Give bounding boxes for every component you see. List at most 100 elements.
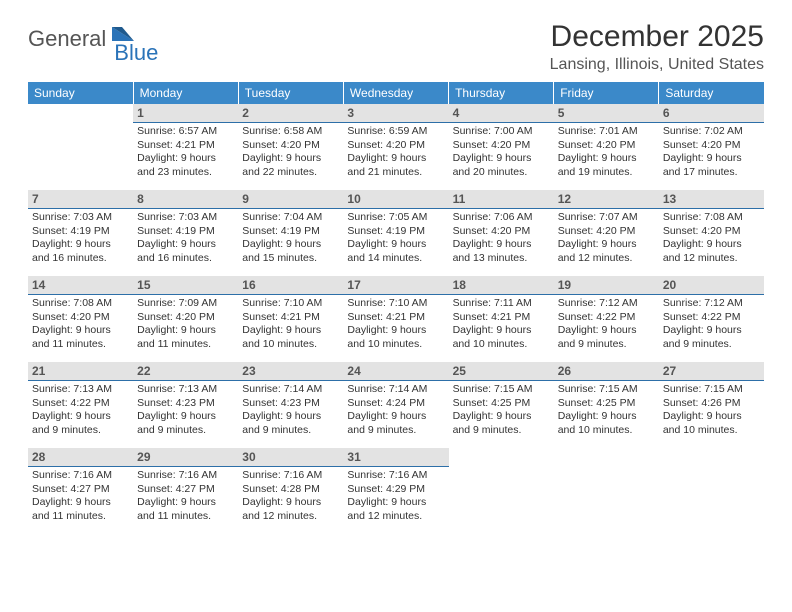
- calendar-cell: 17Sunrise: 7:10 AMSunset: 4:21 PMDayligh…: [343, 276, 448, 362]
- day-details: Sunrise: 7:03 AMSunset: 4:19 PMDaylight:…: [32, 211, 129, 266]
- day-details: Sunrise: 6:57 AMSunset: 4:21 PMDaylight:…: [137, 125, 234, 180]
- day-number: 16: [238, 276, 343, 295]
- day-number: 4: [449, 104, 554, 123]
- calendar-cell: 5 Sunrise: 7:01 AMSunset: 4:20 PMDaylight…: [554, 104, 659, 190]
- day-details: Sunrise: 7:13 AMSunset: 4:22 PMDaylight:…: [32, 383, 129, 438]
- calendar-week-row: 28Sunrise: 7:16 AMSunset: 4:27 PMDayligh…: [28, 448, 764, 534]
- day-number: 13: [659, 190, 764, 209]
- day-header: Saturday: [659, 82, 764, 104]
- day-number: 11: [449, 190, 554, 209]
- day-details: Sunrise: 7:04 AMSunset: 4:19 PMDaylight:…: [242, 211, 339, 266]
- day-number: 14: [28, 276, 133, 295]
- calendar-cell: 3 Sunrise: 6:59 AMSunset: 4:20 PMDaylight…: [343, 104, 448, 190]
- day-details: Sunrise: 7:16 AMSunset: 4:29 PMDaylight:…: [347, 469, 444, 524]
- calendar-week-row: 21 Sunrise: 7:13 AMSunset: 4:22 PMDayligh…: [28, 362, 764, 448]
- calendar-cell: [28, 104, 133, 190]
- calendar-cell: 14 Sunrise: 7:08 AMSunset: 4:20 PMDayligh…: [28, 276, 133, 362]
- calendar-cell: 8 Sunrise: 7:03 AMSunset: 4:19 PMDaylight…: [133, 190, 238, 276]
- day-details: Sunrise: 7:02 AMSunset: 4:20 PMDaylight:…: [663, 125, 760, 180]
- calendar-cell: 27 Sunrise: 7:15 AMSunset: 4:26 PMDayligh…: [659, 362, 764, 448]
- calendar-cell: [554, 448, 659, 534]
- calendar-cell: 31 Sunrise: 7:16 AMSunset: 4:29 PMDayligh…: [343, 448, 448, 534]
- day-details: Sunrise: 7:13 AMSunset: 4:23 PMDaylight:…: [137, 383, 234, 438]
- day-number: 27: [659, 362, 764, 381]
- calendar-cell: 28 Sunrise: 7:16 AMSunset: 4:27 PMDayligh…: [28, 448, 133, 534]
- day-details: Sunrise: 7:16 AMSunset: 4:27 PMDaylight:…: [137, 469, 234, 524]
- calendar-cell: [449, 448, 554, 534]
- calendar-cell: 23 Sunrise: 7:14 AMSunset: 4:23 PMDayligh…: [238, 362, 343, 448]
- day-number: 26: [554, 362, 659, 381]
- day-details: Sunrise: 7:10 AMSunset: 4:21 PMDaylight:…: [347, 297, 444, 352]
- day-details: Sunrise: 7:08 AMSunset: 4:20 PMDaylight:…: [663, 211, 760, 266]
- day-details: Sunrise: 7:10 AMSunset: 4:21 PMDaylight:…: [242, 297, 339, 352]
- day-number: 19: [554, 276, 659, 295]
- calendar-cell: 19 Sunrise: 7:12 AMSunset: 4:22 PMDayligh…: [554, 276, 659, 362]
- calendar-week-row: 1Sunrise: 6:57 AMSunset: 4:21 PMDaylight…: [28, 104, 764, 190]
- logo-text-general: General: [28, 26, 106, 52]
- calendar-cell: 24 Sunrise: 7:14 AMSunset: 4:24 PMDayligh…: [343, 362, 448, 448]
- day-details: Sunrise: 7:07 AMSunset: 4:20 PMDaylight:…: [558, 211, 655, 266]
- day-number: 22: [133, 362, 238, 381]
- day-number: 15: [133, 276, 238, 295]
- calendar-head: SundayMondayTuesdayWednesdayThursdayFrid…: [28, 82, 764, 104]
- day-details: Sunrise: 7:15 AMSunset: 4:26 PMDaylight:…: [663, 383, 760, 438]
- day-header: Sunday: [28, 82, 133, 104]
- calendar-cell: 22 Sunrise: 7:13 AMSunset: 4:23 PMDayligh…: [133, 362, 238, 448]
- day-number: 18: [449, 276, 554, 295]
- day-number: 21: [28, 362, 133, 381]
- calendar-cell: 9 Sunrise: 7:04 AMSunset: 4:19 PMDaylight…: [238, 190, 343, 276]
- month-title: December 2025: [550, 20, 764, 54]
- calendar-cell: 15 Sunrise: 7:09 AMSunset: 4:20 PMDayligh…: [133, 276, 238, 362]
- header: General Blue December 2025 Lansing, Illi…: [28, 20, 764, 74]
- day-number: 24: [343, 362, 448, 381]
- day-header-row: SundayMondayTuesdayWednesdayThursdayFrid…: [28, 82, 764, 104]
- calendar-cell: 25Sunrise: 7:15 AMSunset: 4:25 PMDayligh…: [449, 362, 554, 448]
- calendar-cell: 11 Sunrise: 7:06 AMSunset: 4:20 PMDayligh…: [449, 190, 554, 276]
- day-details: Sunrise: 7:16 AMSunset: 4:27 PMDaylight:…: [32, 469, 129, 524]
- day-details: Sunrise: 7:15 AMSunset: 4:25 PMDaylight:…: [453, 383, 550, 438]
- calendar-cell: 6Sunrise: 7:02 AMSunset: 4:20 PMDaylight…: [659, 104, 764, 190]
- day-details: Sunrise: 7:12 AMSunset: 4:22 PMDaylight:…: [558, 297, 655, 352]
- day-number: 9: [238, 190, 343, 209]
- calendar-cell: 12 Sunrise: 7:07 AMSunset: 4:20 PMDayligh…: [554, 190, 659, 276]
- calendar-cell: 16 Sunrise: 7:10 AMSunset: 4:21 PMDayligh…: [238, 276, 343, 362]
- day-number: 2: [238, 104, 343, 123]
- day-details: Sunrise: 6:59 AMSunset: 4:20 PMDaylight:…: [347, 125, 444, 180]
- calendar-cell: 29 Sunrise: 7:16 AMSunset: 4:27 PMDayligh…: [133, 448, 238, 534]
- calendar-cell: 18Sunrise: 7:11 AMSunset: 4:21 PMDayligh…: [449, 276, 554, 362]
- day-details: Sunrise: 7:08 AMSunset: 4:20 PMDaylight:…: [32, 297, 129, 352]
- calendar-cell: 26 Sunrise: 7:15 AMSunset: 4:25 PMDayligh…: [554, 362, 659, 448]
- day-number: 12: [554, 190, 659, 209]
- day-number: 3: [343, 104, 448, 123]
- calendar-cell: 2Sunrise: 6:58 AMSunset: 4:20 PMDaylight…: [238, 104, 343, 190]
- day-header: Monday: [133, 82, 238, 104]
- day-details: Sunrise: 7:12 AMSunset: 4:22 PMDaylight:…: [663, 297, 760, 352]
- calendar-cell: 21 Sunrise: 7:13 AMSunset: 4:22 PMDayligh…: [28, 362, 133, 448]
- day-number: 31: [343, 448, 448, 467]
- calendar-cell: [659, 448, 764, 534]
- day-details: Sunrise: 7:03 AMSunset: 4:19 PMDaylight:…: [137, 211, 234, 266]
- calendar-cell: 4Sunrise: 7:00 AMSunset: 4:20 PMDaylight…: [449, 104, 554, 190]
- day-header: Friday: [554, 82, 659, 104]
- calendar-week-row: 14 Sunrise: 7:08 AMSunset: 4:20 PMDayligh…: [28, 276, 764, 362]
- day-details: Sunrise: 7:14 AMSunset: 4:24 PMDaylight:…: [347, 383, 444, 438]
- day-number: 28: [28, 448, 133, 467]
- day-number: 20: [659, 276, 764, 295]
- logo-text-blue: Blue: [114, 40, 158, 66]
- day-details: Sunrise: 7:06 AMSunset: 4:20 PMDaylight:…: [453, 211, 550, 266]
- day-details: Sunrise: 7:15 AMSunset: 4:25 PMDaylight:…: [558, 383, 655, 438]
- day-header: Tuesday: [238, 82, 343, 104]
- day-number: 29: [133, 448, 238, 467]
- calendar-table: SundayMondayTuesdayWednesdayThursdayFrid…: [28, 82, 764, 534]
- day-details: Sunrise: 7:09 AMSunset: 4:20 PMDaylight:…: [137, 297, 234, 352]
- day-number: 7: [28, 190, 133, 209]
- day-number: 23: [238, 362, 343, 381]
- day-number: 5: [554, 104, 659, 123]
- calendar-body: 1Sunrise: 6:57 AMSunset: 4:21 PMDaylight…: [28, 104, 764, 534]
- day-number: 8: [133, 190, 238, 209]
- day-details: Sunrise: 7:05 AMSunset: 4:19 PMDaylight:…: [347, 211, 444, 266]
- day-details: Sunrise: 7:14 AMSunset: 4:23 PMDaylight:…: [242, 383, 339, 438]
- calendar-cell: 30Sunrise: 7:16 AMSunset: 4:28 PMDayligh…: [238, 448, 343, 534]
- calendar-cell: 20 Sunrise: 7:12 AMSunset: 4:22 PMDayligh…: [659, 276, 764, 362]
- day-details: Sunrise: 7:01 AMSunset: 4:20 PMDaylight:…: [558, 125, 655, 180]
